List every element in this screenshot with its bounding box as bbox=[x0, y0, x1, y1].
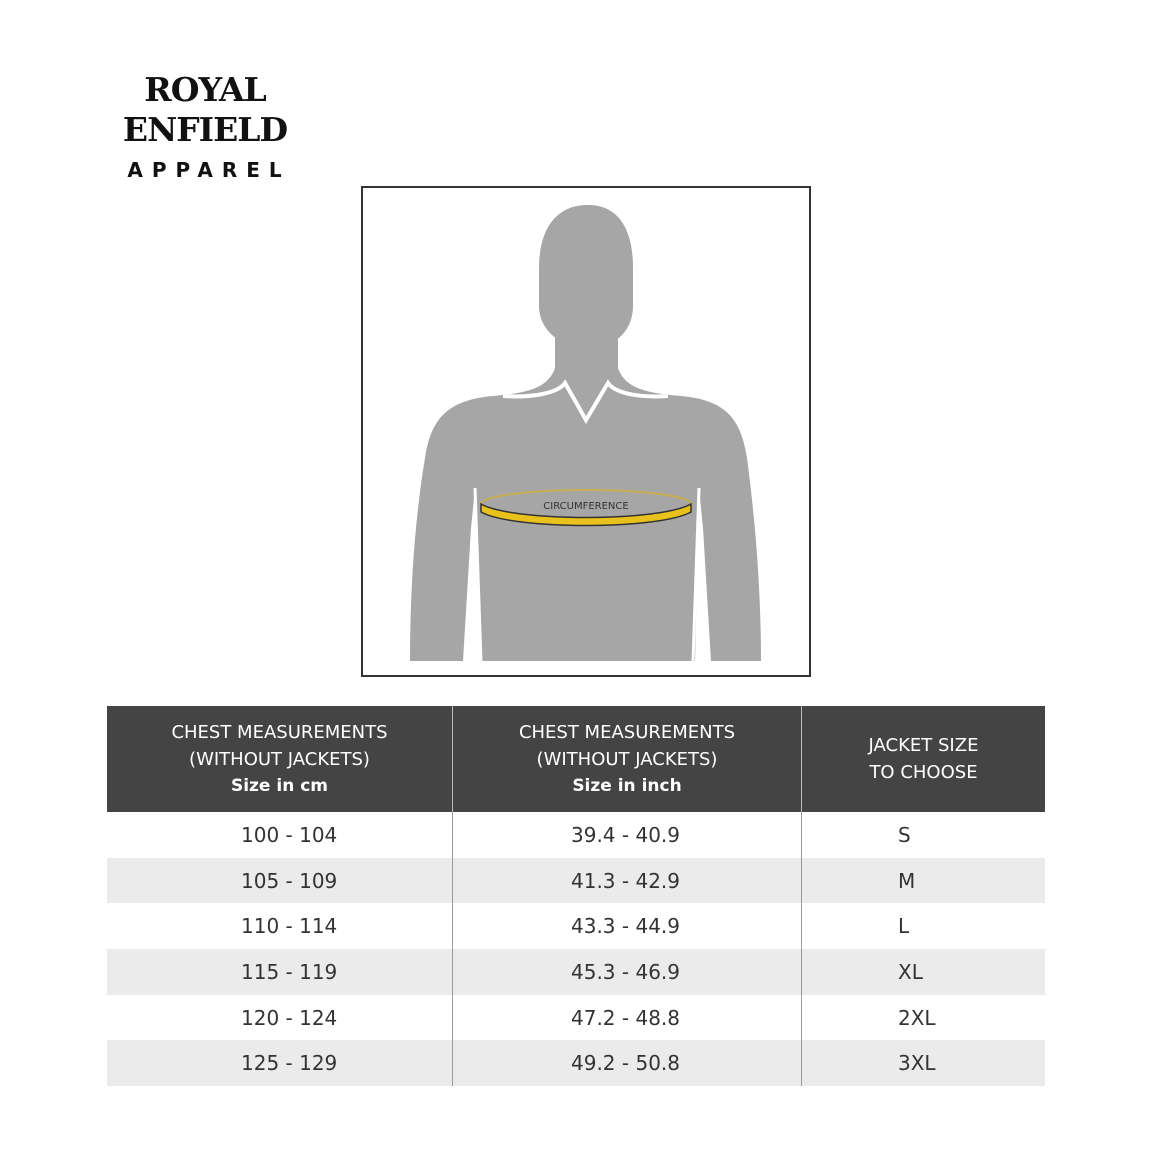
header-line: (WITHOUT JACKETS) bbox=[536, 748, 718, 770]
cell-inch: 39.4 - 40.9 bbox=[452, 812, 802, 858]
cell-size: 2XL bbox=[801, 994, 1045, 1041]
cell-size: S bbox=[801, 812, 1045, 858]
cell-inch: 49.2 - 50.8 bbox=[452, 1040, 802, 1087]
table-row: 125 - 129 49.2 - 50.8 3XL bbox=[107, 1040, 1045, 1087]
header-inch: CHEST MEASUREMENTS (WITHOUT JACKETS) Siz… bbox=[452, 706, 802, 812]
cell-size: M bbox=[801, 857, 1045, 904]
cell-cm: 105 - 109 bbox=[107, 857, 453, 904]
table-header-row: CHEST MEASUREMENTS (WITHOUT JACKETS) Siz… bbox=[107, 706, 1045, 812]
cell-cm: 120 - 124 bbox=[241, 1005, 338, 1030]
header-cm: CHEST MEASUREMENTS (WITHOUT JACKETS) Siz… bbox=[107, 706, 453, 812]
cell-size: XL bbox=[801, 949, 1045, 995]
header-line: TO CHOOSE bbox=[869, 762, 978, 783]
cell-cm: 110 - 114 bbox=[241, 914, 338, 939]
header-unit: Size in cm bbox=[230, 775, 329, 796]
table-row: 100 - 104 39.4 - 40.9 S bbox=[107, 812, 1045, 858]
header-line: CHEST MEASUREMENTS bbox=[518, 721, 736, 743]
logo-sub: APPAREL bbox=[127, 158, 291, 182]
royal-enfield-apparel-logo: ROYAL ENFIELD APPAREL bbox=[74, 70, 336, 182]
cell-size: L bbox=[801, 903, 1045, 950]
table-row: 120 - 124 47.2 - 48.8 2XL bbox=[107, 994, 1045, 1041]
table-row: 115 - 119 45.3 - 46.9 XL bbox=[107, 949, 1045, 995]
cell-inch: 43.3 - 44.9 bbox=[452, 903, 802, 950]
logo-brand: ROYAL ENFIELD bbox=[122, 70, 288, 149]
header-line: CHEST MEASUREMENTS bbox=[171, 721, 388, 743]
cell-cm: 125 - 129 bbox=[107, 1040, 453, 1087]
table-row: 105 - 109 41.3 - 42.9 M bbox=[107, 857, 1045, 904]
size-chart-table: CHEST MEASUREMENTS (WITHOUT JACKETS) Siz… bbox=[107, 706, 1045, 1087]
cell-cm: 115 - 119 bbox=[107, 949, 453, 995]
header-unit: Size in inch bbox=[572, 775, 682, 796]
cell-cm: 100 - 104 bbox=[241, 822, 338, 847]
cell-inch: 41.3 - 42.9 bbox=[452, 857, 802, 904]
cell-size: 3XL bbox=[801, 1040, 1045, 1087]
header-jacket-size: JACKET SIZE TO CHOOSE bbox=[801, 706, 1045, 812]
measuring-tape-icon bbox=[480, 502, 692, 527]
circumference-label: CIRCUMFERENCE bbox=[543, 501, 628, 512]
torso-silhouette-icon: CIRCUMFERENCE bbox=[410, 205, 761, 662]
chest-measurement-figure: CIRCUMFERENCE bbox=[361, 186, 811, 677]
table-row: 110 - 114 43.3 - 44.9 L bbox=[107, 903, 1045, 950]
header-line: (WITHOUT JACKETS) bbox=[189, 748, 370, 770]
cell-inch: 45.3 - 46.9 bbox=[452, 949, 802, 995]
cell-inch: 47.2 - 48.8 bbox=[452, 994, 802, 1041]
header-line: JACKET SIZE bbox=[868, 735, 979, 756]
